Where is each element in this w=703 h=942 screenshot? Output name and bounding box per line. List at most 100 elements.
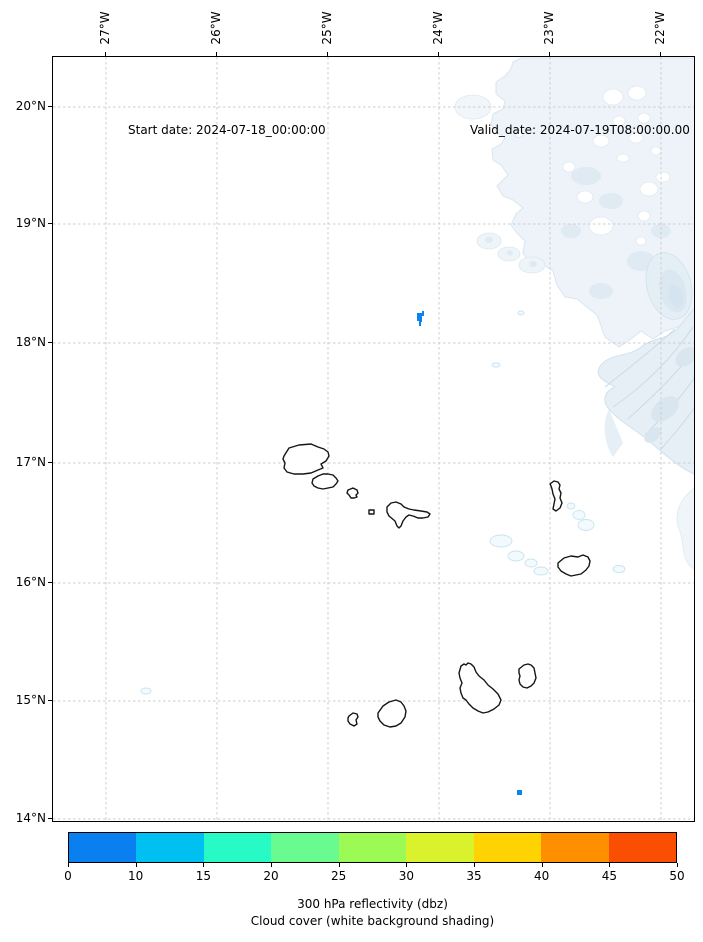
cloud-blob-core (529, 261, 537, 267)
cloud-hole (637, 210, 651, 222)
map-canvas (53, 57, 694, 821)
cloud-hole (612, 115, 626, 127)
cloud-hole (616, 153, 630, 163)
y-tick-mark (48, 223, 52, 224)
cloud-hole (592, 134, 610, 148)
island-boa-vista (557, 554, 591, 577)
x-tick-label: 22°W (653, 11, 667, 45)
y-tick-label: 19°N (15, 216, 46, 230)
cloud-speckle (491, 362, 501, 368)
colorbar-tick-label: 0 (64, 869, 72, 883)
cloud-speckle (507, 550, 525, 562)
plot-area: Start date: 2024-07-18_00:00:00 Valid_da… (52, 56, 695, 822)
cloud-speckle (140, 687, 152, 695)
x-tick-label: 27°W (98, 11, 112, 45)
colorbar-tick-mark (203, 863, 205, 867)
y-tick-mark (48, 342, 52, 343)
island-santiago (458, 662, 502, 714)
colorbar-tick-mark (474, 863, 475, 867)
y-tick-mark (48, 818, 52, 819)
y-tick-label: 17°N (15, 455, 46, 469)
colorbar-segment-5 (406, 833, 474, 862)
valid-date-label: Valid_date: 2024-07-19T08:00:00.00 (470, 123, 690, 137)
cloud-streak-patch (651, 396, 679, 422)
cloud-speckle (566, 502, 576, 510)
cloud-hole (655, 171, 671, 183)
colorbar-tick-label: 20 (263, 869, 279, 883)
x-tick-label: 24°W (431, 11, 445, 45)
colorbar-tick-label: 45 (601, 869, 617, 883)
y-tick-label: 16°N (15, 575, 46, 589)
reflectivity-cell-north (417, 311, 424, 326)
island-santa-luzia (346, 487, 359, 499)
y-tick-label: 18°N (15, 335, 46, 349)
island-fogo (377, 699, 407, 728)
cloud-speckle (524, 558, 538, 568)
x-tick-label: 26°W (209, 11, 223, 45)
cloud-dense-patch (571, 167, 601, 185)
island-brava (347, 712, 359, 727)
colorbar-segment-2 (203, 833, 272, 862)
cloud-hole (602, 88, 624, 106)
cloud-dense-patch (651, 224, 671, 238)
cloud-hole (627, 85, 647, 101)
cloud-hole (576, 190, 594, 204)
island-ilheu-raso (368, 509, 375, 515)
cloud-streak-patch (675, 347, 694, 367)
colorbar-tick-mark (609, 863, 611, 867)
colorbar-tick-label: 50 (669, 869, 685, 883)
island-sao-vicente (311, 473, 339, 490)
colorbar-caption: 300 hPa reflectivity (dbz) Cloud cover (… (68, 896, 677, 930)
cloud-speckle (489, 534, 513, 548)
start-date-label: Start date: 2024-07-18_00:00:00 (128, 123, 326, 137)
y-tick-mark (48, 582, 52, 583)
x-tick-label: 25°W (320, 11, 334, 45)
y-tick-mark (48, 106, 52, 107)
colorbar-tick-label: 10 (128, 869, 144, 883)
cloud-speckle (517, 310, 525, 316)
colorbar-tick-mark (338, 863, 340, 867)
x-tick-mark (549, 52, 550, 56)
x-tick-mark (327, 52, 328, 56)
y-tick-mark (48, 462, 52, 463)
reflectivity-cell-south (517, 790, 522, 795)
cloud-hole (637, 112, 651, 124)
x-tick-mark (216, 52, 217, 56)
cloud-hole (562, 161, 576, 173)
cloud-hole (635, 236, 647, 246)
island-sal (549, 480, 563, 512)
colorbar-tick-label: 35 (466, 869, 482, 883)
x-tick-mark (105, 52, 106, 56)
colorbar-tick-mark (677, 863, 678, 867)
colorbar-tick-mark (135, 863, 137, 867)
colorbar-segment-1 (136, 833, 204, 862)
cloud-speckle (577, 519, 595, 531)
y-tick-label: 20°N (15, 99, 46, 113)
colorbar-caption-line2: Cloud cover (white background shading) (250, 914, 495, 928)
cloud-streak-patch (644, 427, 662, 443)
colorbar (68, 832, 677, 863)
cloud-hole (588, 216, 614, 236)
cloud-hole (639, 181, 659, 197)
x-tick-mark (438, 52, 439, 56)
colorbar-segment-0 (69, 833, 137, 862)
cloud-speckle (612, 565, 626, 573)
cloud-contour-inner (668, 284, 684, 308)
cloud-dense-patch (589, 283, 613, 299)
cloud-striation-line (612, 326, 694, 408)
colorbar-segment-4 (338, 833, 407, 862)
colorbar-segment-7 (541, 833, 609, 862)
cloud-hole (628, 132, 644, 144)
cloud-dense-patch (599, 193, 623, 209)
colorbar-tick-label: 30 (398, 869, 414, 883)
colorbar-tick-mark (68, 863, 69, 867)
y-tick-label: 15°N (15, 693, 46, 707)
colorbar-tick-mark (271, 863, 272, 867)
cloud-streak-spur (604, 409, 623, 457)
colorbar-tick-label: 40 (534, 869, 550, 883)
colorbar-segment-3 (271, 833, 339, 862)
cloud-shading-main (490, 57, 694, 348)
cloud-hole (650, 146, 662, 156)
x-tick-label: 23°W (542, 11, 556, 45)
